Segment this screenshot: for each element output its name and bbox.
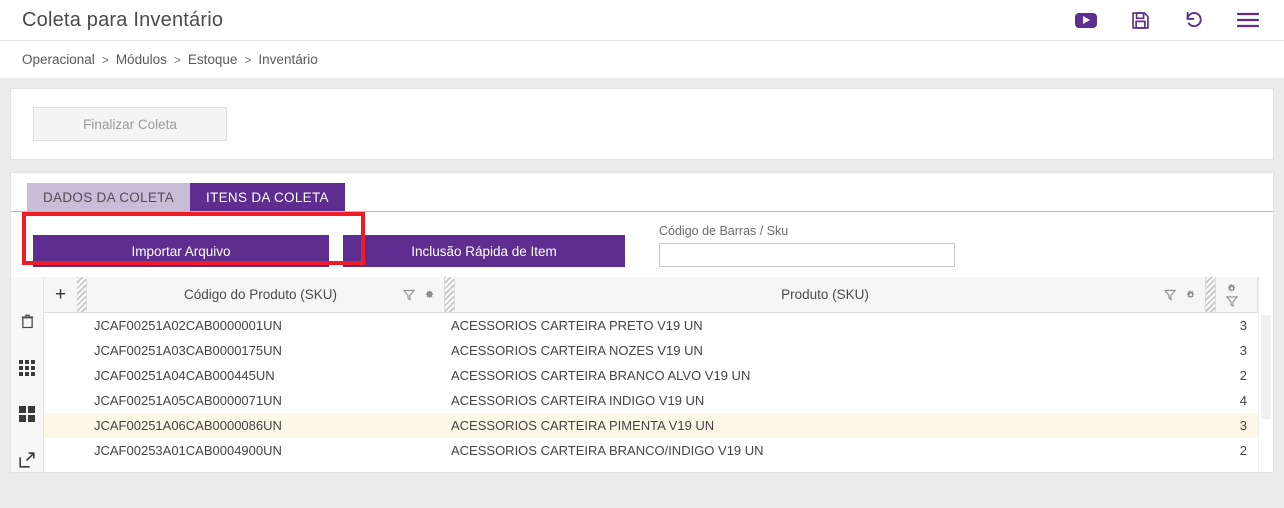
finalize-card: Finalizar Coleta bbox=[10, 88, 1274, 160]
gear-icon[interactable] bbox=[1185, 289, 1197, 301]
breadcrumb-separator: > bbox=[101, 52, 109, 67]
menu-icon[interactable] bbox=[1236, 8, 1260, 32]
grid-dots-icon[interactable] bbox=[11, 356, 44, 379]
column-header-quantidade[interactable] bbox=[1206, 277, 1258, 312]
barcode-label: Código de Barras / Sku bbox=[659, 224, 789, 238]
table-row[interactable]: JCAF00251A03CAB0000175UN ACESSORIOS CART… bbox=[44, 338, 1258, 363]
grid-main: + Código do Produto (SKU) bbox=[44, 277, 1258, 472]
breadcrumb-item-estoque[interactable]: Estoque bbox=[187, 52, 238, 67]
cell-quantidade: 3 bbox=[1239, 418, 1247, 433]
gear-icon[interactable] bbox=[1226, 282, 1238, 294]
grid-vertical-scrollbar[interactable] bbox=[1258, 277, 1273, 472]
column-header-sku-label: Código do Produto (SKU) bbox=[183, 287, 338, 302]
finalizar-coleta-button[interactable]: Finalizar Coleta bbox=[33, 107, 227, 141]
cell-quantidade: 2 bbox=[1239, 443, 1247, 458]
tab-underline bbox=[11, 211, 1273, 212]
column-resize-handle[interactable] bbox=[1206, 277, 1216, 312]
cell-produto: ACESSORIOS CARTEIRA INDIGO V19 UN bbox=[451, 393, 705, 408]
cell-produto: ACESSORIOS CARTEIRA NOZES V19 UN bbox=[451, 343, 703, 358]
table-row[interactable]: JCAF00253A01CAB0004900UN ACESSORIOS CART… bbox=[44, 438, 1258, 463]
cell-sku: JCAF00253A01CAB0004900UN bbox=[94, 443, 282, 458]
page-title: Coleta para Inventário bbox=[22, 8, 224, 31]
cell-sku: JCAF00251A02CAB0000001UN bbox=[94, 318, 282, 333]
column-resize-handle[interactable] bbox=[445, 277, 455, 312]
cell-produto: ACESSORIOS CARTEIRA PIMENTA V19 UN bbox=[451, 418, 715, 433]
breadcrumb-item-modulos[interactable]: Módulos bbox=[115, 52, 167, 67]
items-grid: + Código do Produto (SKU) bbox=[10, 277, 1274, 473]
importar-arquivo-button[interactable]: Importar Arquivo bbox=[33, 235, 329, 267]
titlebar-actions bbox=[1074, 8, 1268, 32]
breadcrumb-item-inventario[interactable]: Inventário bbox=[258, 52, 318, 67]
cell-quantidade: 3 bbox=[1239, 318, 1247, 333]
cell-produto: ACESSORIOS CARTEIRA PRETO V19 UN bbox=[451, 318, 703, 333]
add-row-button[interactable]: + bbox=[44, 277, 77, 312]
scrollbar-thumb[interactable] bbox=[1261, 315, 1271, 419]
breadcrumb-separator: > bbox=[173, 52, 181, 67]
column-header-sku[interactable]: Código do Produto (SKU) bbox=[77, 277, 445, 312]
cell-quantidade: 3 bbox=[1239, 343, 1247, 358]
delete-row-icon[interactable] bbox=[11, 310, 44, 333]
undo-icon[interactable] bbox=[1182, 8, 1206, 32]
cell-sku: JCAF00251A04CAB000445UN bbox=[94, 368, 275, 383]
column-tools-quantidade bbox=[1225, 282, 1238, 307]
save-icon[interactable] bbox=[1128, 8, 1152, 32]
cell-sku: JCAF00251A03CAB0000175UN bbox=[94, 343, 282, 358]
barcode-field-group: Código de Barras / Sku bbox=[659, 224, 955, 267]
tabs-card: DADOS DA COLETA ITENS DA COLETA Importar… bbox=[10, 172, 1274, 277]
breadcrumb: Operacional > Módulos > Estoque > Invent… bbox=[0, 40, 1284, 78]
column-header-produto-label: Produto (SKU) bbox=[781, 287, 869, 302]
video-tutorial-icon[interactable] bbox=[1074, 8, 1098, 32]
tab-dados-da-coleta[interactable]: DADOS DA COLETA bbox=[27, 183, 191, 211]
cell-produto: ACESSORIOS CARTEIRA BRANCO/INDIGO V19 UN bbox=[451, 443, 764, 458]
tab-bar: DADOS DA COLETA ITENS DA COLETA bbox=[11, 183, 1273, 211]
filter-icon[interactable] bbox=[1164, 289, 1176, 301]
tab-itens-da-coleta[interactable]: ITENS DA COLETA bbox=[190, 183, 345, 211]
table-row[interactable]: JCAF00251A04CAB000445UN ACESSORIOS CARTE… bbox=[44, 363, 1258, 388]
column-tools-produto bbox=[1164, 289, 1197, 301]
table-row[interactable]: JCAF00251A02CAB0000001UN ACESSORIOS CART… bbox=[44, 313, 1258, 338]
breadcrumb-separator: > bbox=[244, 52, 252, 67]
table-row[interactable]: JCAF00251A06CAB0000086UN ACESSORIOS CART… bbox=[44, 413, 1258, 438]
filter-icon[interactable] bbox=[403, 289, 415, 301]
barcode-sku-input[interactable] bbox=[659, 243, 955, 267]
gear-icon[interactable] bbox=[424, 289, 436, 301]
cell-quantidade: 2 bbox=[1239, 368, 1247, 383]
table-row[interactable]: JCAF00251A05CAB0000071UN ACESSORIOS CART… bbox=[44, 388, 1258, 413]
grid-rows: JCAF00251A02CAB0000001UN ACESSORIOS CART… bbox=[44, 313, 1258, 472]
inclusao-rapida-item-button[interactable]: Inclusão Rápida de Item bbox=[343, 235, 625, 267]
filter-icon[interactable] bbox=[1225, 295, 1238, 307]
app-titlebar: Coleta para Inventário bbox=[0, 0, 1284, 40]
cell-produto: ACESSORIOS CARTEIRA BRANCO ALVO V19 UN bbox=[451, 368, 751, 383]
cell-sku: JCAF00251A06CAB0000086UN bbox=[94, 418, 282, 433]
column-header-produto[interactable]: Produto (SKU) bbox=[445, 277, 1206, 312]
grid-squares-icon[interactable] bbox=[11, 403, 44, 426]
action-row: Importar Arquivo Inclusão Rápida de Item… bbox=[11, 212, 1273, 277]
column-resize-handle[interactable] bbox=[77, 277, 87, 312]
grid-side-toolbar bbox=[11, 277, 44, 472]
expand-icon[interactable] bbox=[11, 449, 44, 472]
breadcrumb-item-operacional[interactable]: Operacional bbox=[22, 52, 95, 67]
column-tools-sku bbox=[403, 289, 436, 301]
cell-sku: JCAF00251A05CAB0000071UN bbox=[94, 393, 282, 408]
grid-header-row: + Código do Produto (SKU) bbox=[44, 277, 1258, 313]
cell-quantidade: 4 bbox=[1239, 393, 1247, 408]
page-body: Finalizar Coleta DADOS DA COLETA ITENS D… bbox=[0, 78, 1284, 473]
